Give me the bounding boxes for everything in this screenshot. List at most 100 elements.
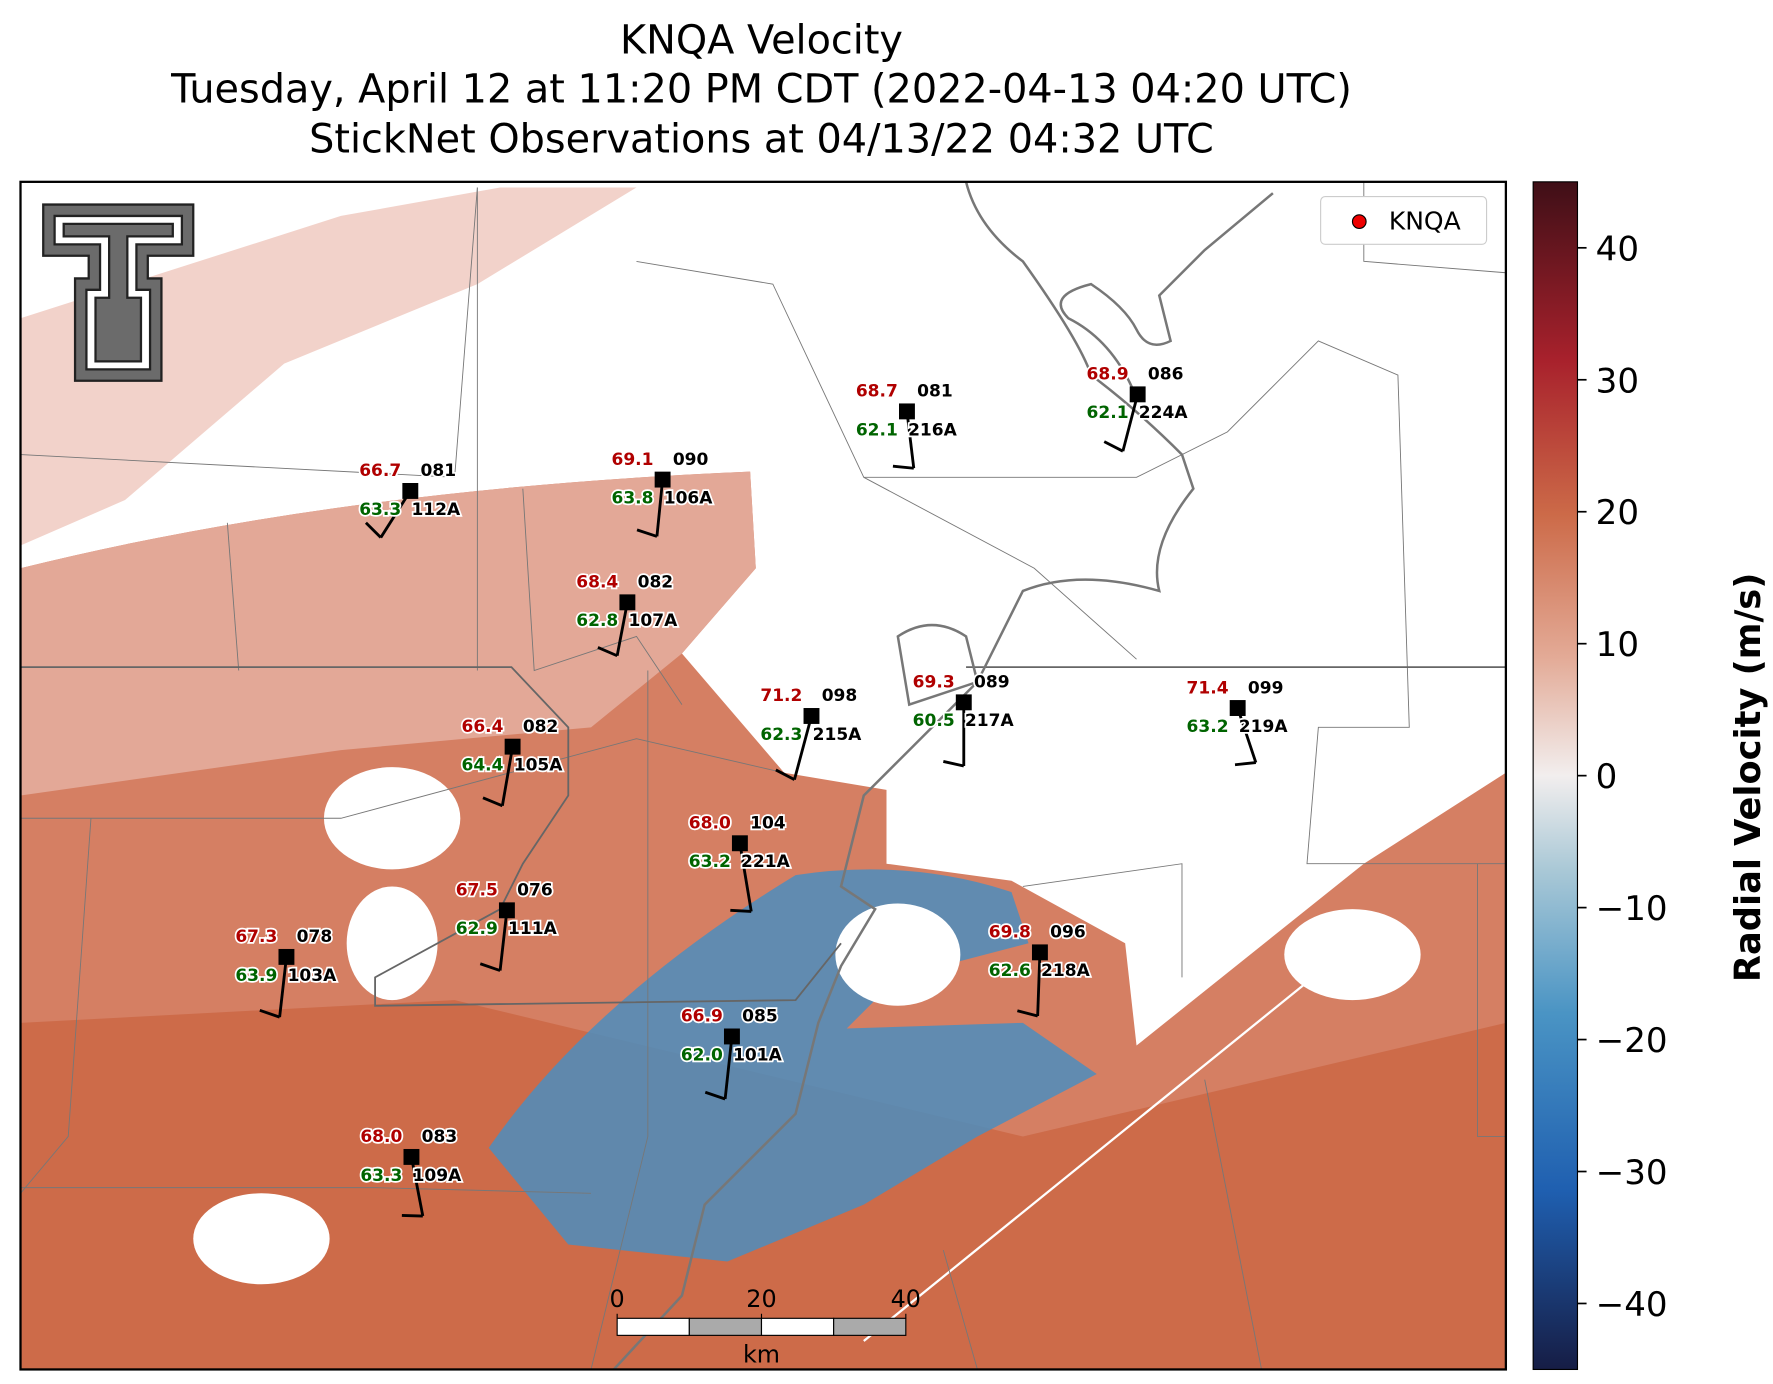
radar-echo bbox=[488, 869, 1097, 1262]
scale-segment bbox=[833, 1317, 907, 1336]
wind-barb bbox=[943, 760, 965, 768]
pressure: 096 bbox=[1050, 923, 1086, 943]
station-id: 215A bbox=[813, 725, 863, 745]
station-id: 216A bbox=[908, 420, 958, 440]
station: 69.1 090 63.8 106A bbox=[610, 448, 715, 538]
station-marker bbox=[731, 835, 748, 852]
colorbar-tick-label: 40 bbox=[1596, 229, 1639, 269]
temperature: 68.9 bbox=[1087, 365, 1129, 385]
pressure: 090 bbox=[673, 450, 709, 470]
station-marker bbox=[1031, 944, 1048, 961]
station: 68.4 082 62.8 107A bbox=[575, 571, 680, 658]
station-marker bbox=[723, 1028, 740, 1045]
echo-gap bbox=[346, 886, 438, 1001]
pressure: 104 bbox=[750, 813, 786, 833]
colorbar-tick-label: 10 bbox=[1596, 625, 1639, 665]
station-id: 107A bbox=[629, 611, 679, 631]
wind-barb bbox=[704, 1090, 726, 1101]
legend-label: KNQA bbox=[1389, 207, 1461, 236]
pressure: 076 bbox=[517, 881, 553, 901]
wind-barb bbox=[730, 908, 752, 913]
station-marker bbox=[1229, 700, 1246, 716]
station-marker bbox=[402, 483, 419, 499]
colorbar-label: Radial Velocity (m/s) bbox=[1728, 573, 1769, 982]
station: 69.3 089 60.5 217A bbox=[911, 671, 1016, 768]
temperature: 68.0 bbox=[689, 813, 731, 833]
dewpoint: 63.2 bbox=[1187, 717, 1229, 737]
station-marker bbox=[1129, 386, 1146, 403]
temperature: 68.7 bbox=[856, 382, 898, 402]
temperature: 68.4 bbox=[576, 573, 618, 593]
scale-tick-label: 0 bbox=[610, 1285, 625, 1313]
dewpoint: 63.9 bbox=[235, 966, 277, 986]
radar-echo bbox=[20, 471, 756, 796]
station: 67.3 078 63.9 103A bbox=[234, 925, 339, 1019]
radar-echo bbox=[20, 187, 637, 546]
wind-staff bbox=[723, 1036, 734, 1100]
station-marker bbox=[504, 738, 521, 755]
dewpoint: 62.9 bbox=[456, 919, 498, 939]
dewpoint: 63.8 bbox=[611, 488, 653, 508]
wind-staff bbox=[905, 411, 916, 469]
river bbox=[1059, 192, 1274, 399]
temperature: 71.2 bbox=[760, 686, 802, 706]
pressure: 085 bbox=[742, 1007, 778, 1027]
dewpoint: 62.3 bbox=[760, 725, 802, 745]
wind-staff bbox=[655, 479, 665, 537]
scale-segment bbox=[616, 1317, 690, 1336]
pressure: 083 bbox=[422, 1127, 458, 1147]
station-id: 106A bbox=[664, 488, 714, 508]
county-lines bbox=[20, 181, 1506, 1370]
scale-bar: 0 20 40 km bbox=[610, 1285, 921, 1369]
legend-box bbox=[1320, 196, 1488, 245]
station-id: 103A bbox=[288, 966, 338, 986]
wind-staff bbox=[278, 956, 288, 1018]
scale-tick-label: 20 bbox=[746, 1285, 776, 1313]
colorbar: Radial Velocity (m/s) −40 −30 −20 −10 0 10 20 3… bbox=[1532, 181, 1769, 1371]
pressure: 082 bbox=[523, 717, 559, 737]
colorbar-tick-label: −40 bbox=[1596, 1285, 1668, 1325]
state-lines bbox=[20, 666, 1506, 1007]
pressure: 098 bbox=[822, 686, 858, 706]
station-marker bbox=[619, 594, 636, 611]
wind-barb bbox=[775, 768, 796, 781]
title: KNQA Velocity bbox=[620, 17, 903, 63]
echo-gap bbox=[835, 903, 961, 1006]
station: 71.2 098 62.3 215A bbox=[759, 685, 864, 781]
station-id: 101A bbox=[733, 1045, 783, 1065]
station: 66.9 085 62.0 101A bbox=[679, 1005, 784, 1101]
pressure: 082 bbox=[638, 573, 674, 593]
station-id: 109A bbox=[413, 1166, 463, 1186]
station-id: 218A bbox=[1041, 961, 1091, 981]
colorbar-tick-label: −30 bbox=[1596, 1153, 1668, 1193]
station-id: 224A bbox=[1139, 403, 1189, 423]
station: 67.5 076 62.9 111A bbox=[454, 879, 559, 972]
temperature: 68.0 bbox=[360, 1127, 402, 1147]
station: 68.9 086 62.1 224A bbox=[1085, 363, 1190, 453]
dewpoint: 63.2 bbox=[689, 852, 731, 872]
station-marker bbox=[899, 403, 915, 420]
wind-barb bbox=[364, 521, 382, 539]
station-id: 221A bbox=[741, 852, 791, 872]
wind-barb bbox=[1103, 440, 1124, 453]
dewpoint: 62.1 bbox=[1087, 403, 1129, 423]
station-marker bbox=[278, 948, 295, 965]
wind-staff bbox=[738, 843, 753, 912]
wind-barb bbox=[1234, 761, 1257, 767]
titles: KNQA Velocity Tuesday, April 12 at 11:20… bbox=[170, 17, 1352, 162]
logo bbox=[42, 203, 195, 382]
wind-barb bbox=[259, 1008, 281, 1019]
station-marker bbox=[803, 708, 820, 724]
temperature: 66.9 bbox=[681, 1007, 723, 1027]
colorbar-scale bbox=[1532, 181, 1579, 1371]
map-frame bbox=[19, 180, 1508, 1371]
station-marker bbox=[654, 471, 671, 488]
temperature: 67.5 bbox=[456, 881, 498, 901]
river bbox=[612, 181, 1195, 1370]
stations: 66.7 081 63.3 112A 69.1 090 63.8 106A 68.7 081 62.… bbox=[234, 363, 1290, 1218]
subtitle: Tuesday, April 12 at 11:20 PM CDT (2022-… bbox=[170, 66, 1352, 112]
station: 66.4 082 64.4 105A bbox=[460, 715, 565, 808]
echo-gap bbox=[1284, 909, 1421, 1001]
station-id: 112A bbox=[411, 500, 461, 520]
pressure: 099 bbox=[1248, 678, 1284, 698]
